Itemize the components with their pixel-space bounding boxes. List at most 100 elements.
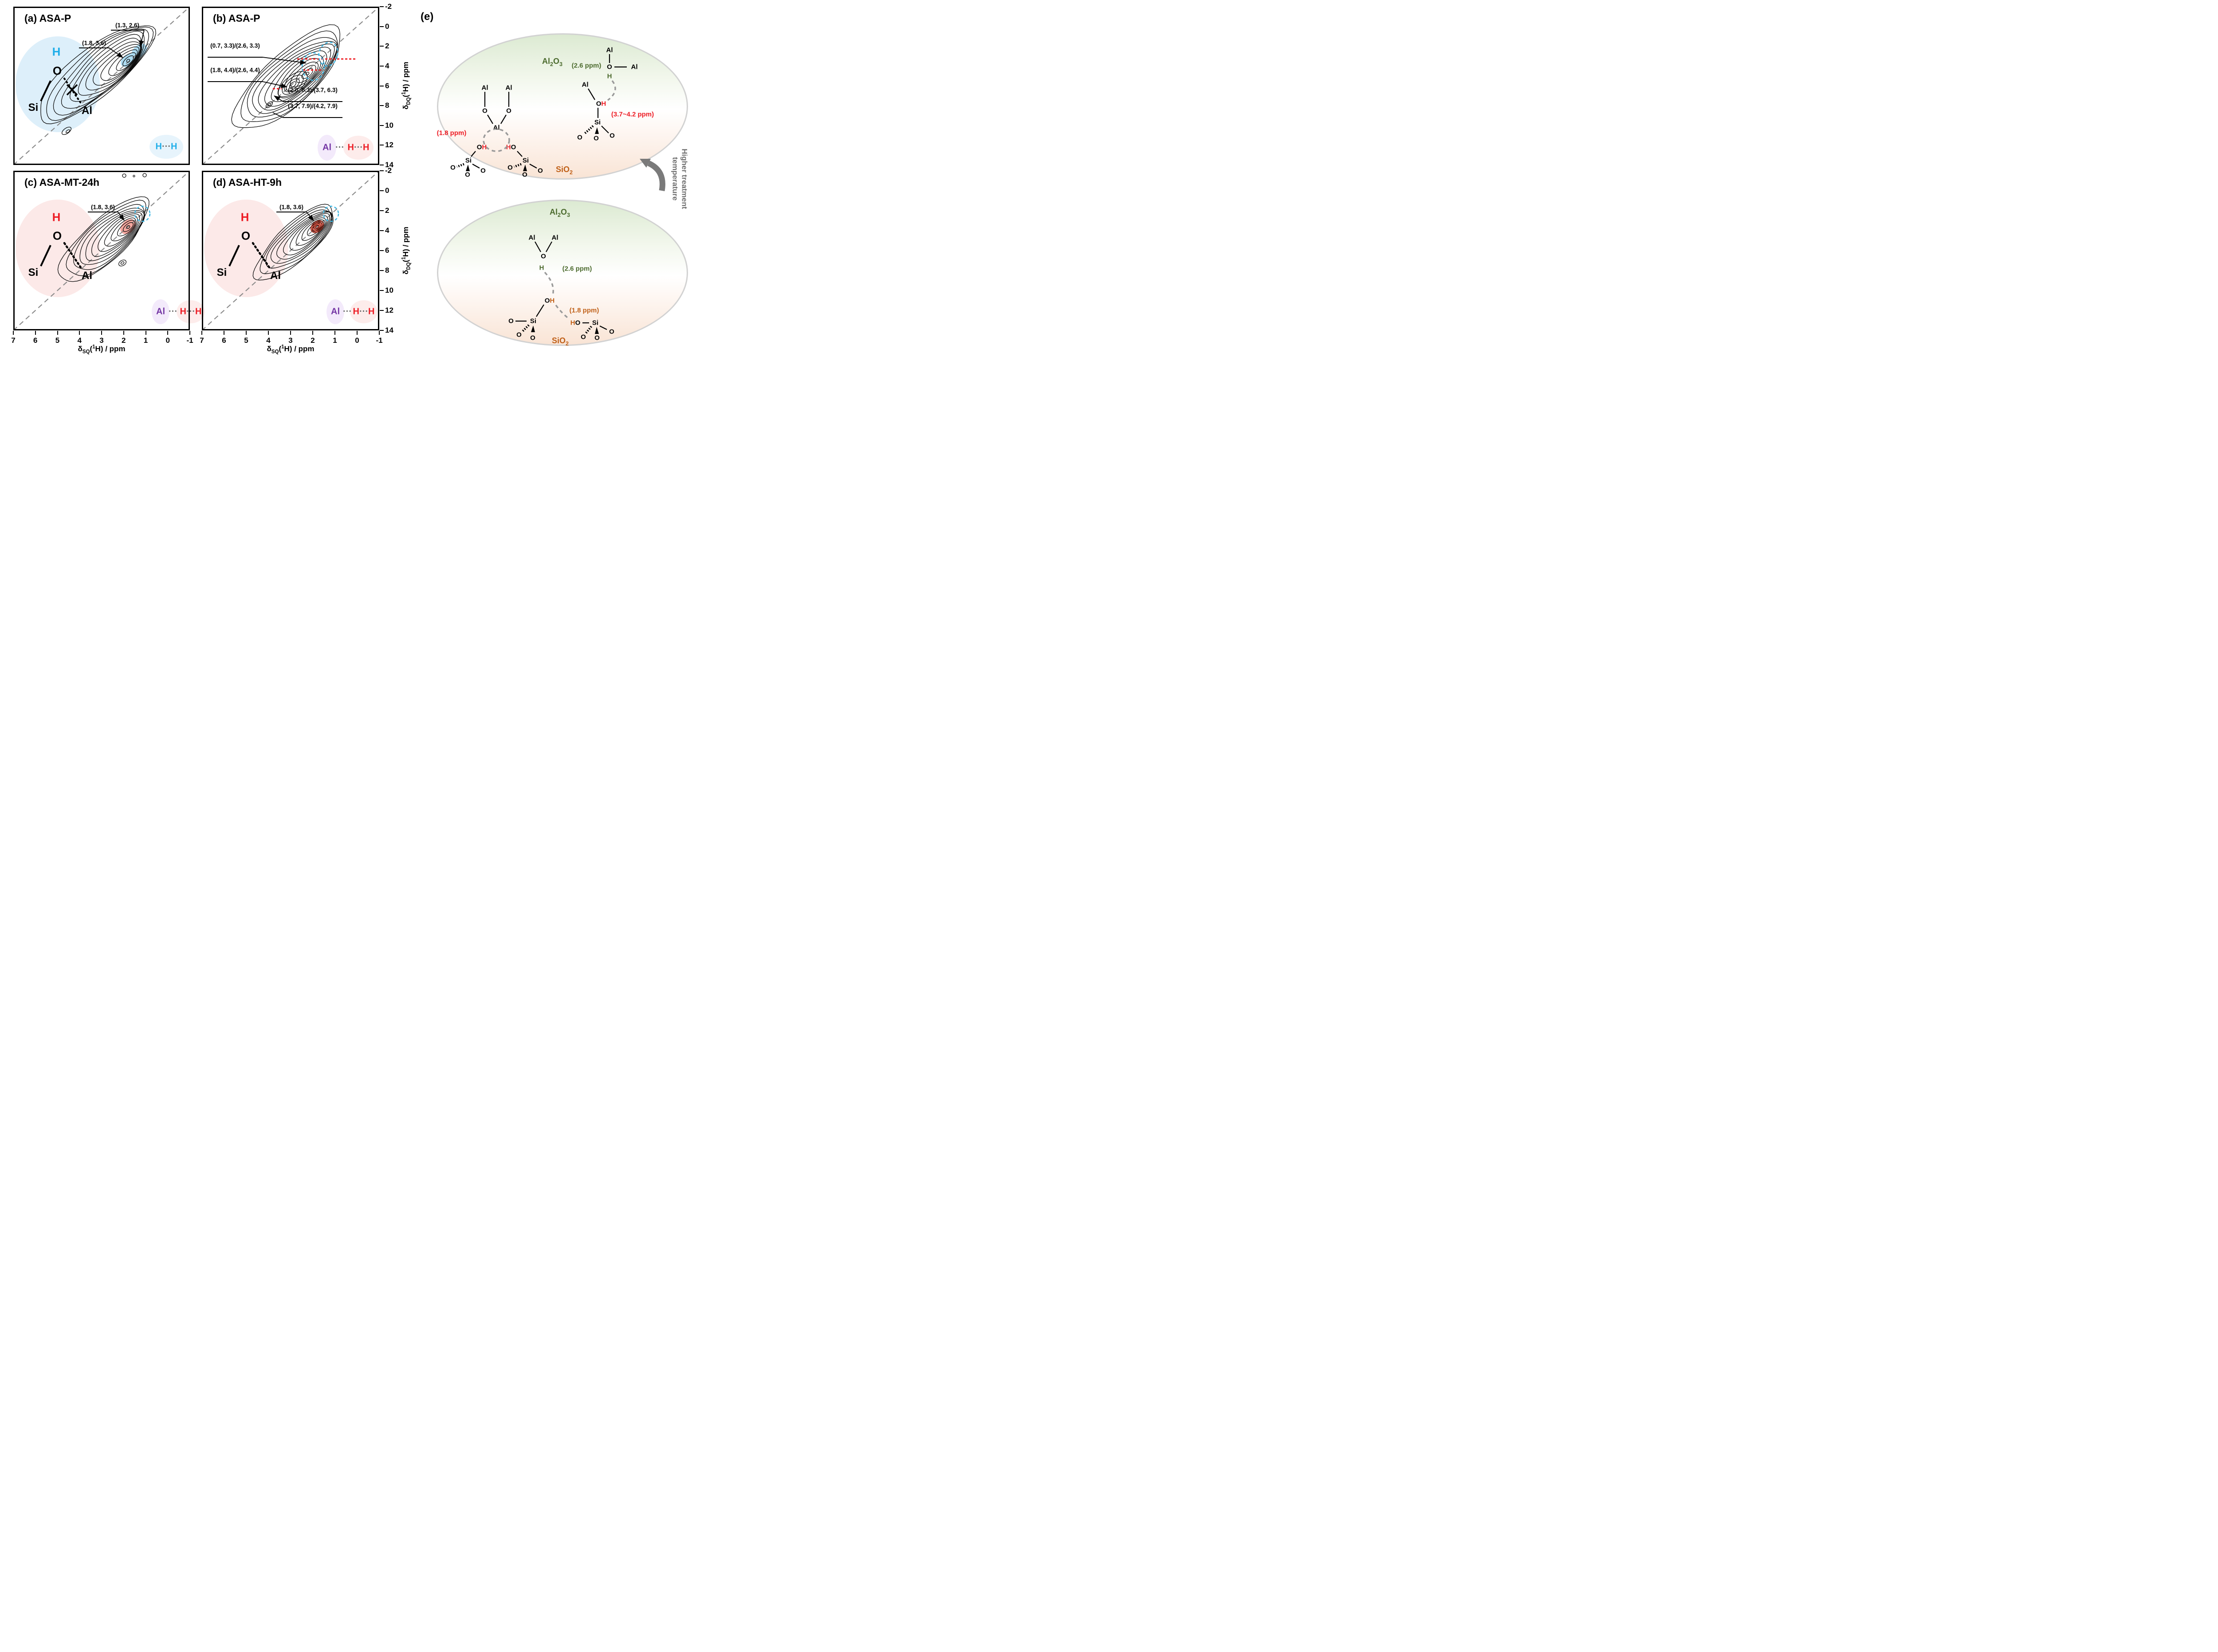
badge-hh-b: H···H xyxy=(347,142,370,153)
y-tick-label: 12 xyxy=(385,141,393,149)
atom-o: O xyxy=(480,167,486,175)
atom-al: Al xyxy=(505,84,512,92)
x-tick-mark xyxy=(79,331,80,335)
nmr-plot-d xyxy=(202,171,379,330)
inset-ellipse-d xyxy=(204,200,288,297)
y-tick-mark xyxy=(380,26,384,27)
atom-o: O xyxy=(450,164,456,172)
atom-o: O xyxy=(581,333,586,341)
y-tick-label: 12 xyxy=(385,306,393,314)
x-tick-label: 0 xyxy=(355,336,359,345)
x-tick-label: 5 xyxy=(55,336,60,345)
x-tick-label: -1 xyxy=(186,336,193,345)
atom-h: H xyxy=(482,143,487,151)
x-tick-label: 0 xyxy=(165,336,170,345)
atom-o: O xyxy=(541,252,546,260)
annotation-b2: (1.8, 4.4)/(2.6, 4.4) xyxy=(210,67,260,74)
label-al2o3-bottom: Al2O3 xyxy=(549,208,570,218)
x-tick-mark xyxy=(379,331,380,335)
atom-al: Al xyxy=(631,63,638,71)
x-tick-label: 4 xyxy=(266,336,271,345)
y-tick-label: 4 xyxy=(385,226,389,235)
y-tick-label: 14 xyxy=(385,326,393,334)
y-tick-label: -2 xyxy=(385,166,392,175)
annotation-b4: (3.7, 7.9)/(4.2, 7.9) xyxy=(288,102,338,110)
x-tick-label: 3 xyxy=(288,336,293,345)
y-tick-mark xyxy=(380,46,384,47)
y-tick-label: 4 xyxy=(385,61,389,70)
x-tick-mark xyxy=(312,331,313,335)
atom-o: O xyxy=(482,107,488,115)
badge-hh-a: H···H xyxy=(155,141,177,152)
panel-e-label: (e) xyxy=(421,11,434,23)
badge-hh-ellipse-d xyxy=(350,300,378,323)
y-tick-label: 2 xyxy=(385,206,389,215)
badge-al-ellipse-c xyxy=(152,299,169,324)
badge-al-ellipse-b xyxy=(318,135,336,161)
inset-d-si: Si xyxy=(216,267,227,279)
ppm-label-1-8-top: (1.8 ppm) xyxy=(437,129,467,137)
figure-root: (a) ASA-P (b) ASA-P (c) ASA-MT-24h (d) A… xyxy=(0,0,696,361)
atom-o: O xyxy=(522,171,527,179)
x-tick-label: 4 xyxy=(77,336,82,345)
y-tick-label: 0 xyxy=(385,22,389,31)
inset-ellipse-c xyxy=(16,200,100,297)
x-tick-label: 6 xyxy=(33,336,38,345)
atom-o: O xyxy=(575,319,581,327)
panel-c-title: (c) ASA-MT-24h xyxy=(24,177,100,188)
x-tick-label: 1 xyxy=(143,336,148,345)
atom-o: O xyxy=(596,100,602,108)
atom-h-green: H xyxy=(539,264,544,272)
atom-o: O xyxy=(577,133,582,141)
atom-o: O xyxy=(610,132,615,140)
x-tick-label: 2 xyxy=(122,336,126,345)
x-tick-label: 6 xyxy=(222,336,226,345)
x-tick-mark xyxy=(201,331,202,335)
y-tick-mark xyxy=(380,190,384,191)
y-tick-label: 14 xyxy=(385,161,393,169)
x-tick-label: -1 xyxy=(376,336,383,345)
y-tick-label: 8 xyxy=(385,101,389,110)
y-tick-label: 10 xyxy=(385,121,393,129)
badge-al-b: Al xyxy=(322,142,331,153)
scheme-ellipse-bottom xyxy=(437,200,688,346)
atom-o: O xyxy=(516,331,522,339)
atom-o: O xyxy=(511,143,516,151)
inset-c-o: O xyxy=(52,229,62,243)
nmr-plot-a xyxy=(13,7,190,165)
scheme-ellipse-top xyxy=(437,33,688,180)
x-tick-mark xyxy=(57,331,58,335)
ppm-label-1-8-bottom: (1.8 ppm) xyxy=(569,306,599,314)
atom-si: Si xyxy=(594,118,601,126)
atom-si: Si xyxy=(522,157,529,165)
badge-al-ellipse-d xyxy=(326,299,344,324)
y-tick-label: 8 xyxy=(385,266,389,275)
x-axis-label-d: δSQ(1H) / ppm xyxy=(267,344,315,355)
inset-c-si: Si xyxy=(28,267,39,279)
y-tick-label: 6 xyxy=(385,246,389,255)
badge-dots-b: ··· xyxy=(335,142,344,153)
annotation-a2: (1.8, 3.6) xyxy=(82,39,106,47)
atom-o: O xyxy=(594,334,600,342)
x-tick-label: 3 xyxy=(99,336,104,345)
x-tick-label: 1 xyxy=(333,336,337,345)
atom-si: Si xyxy=(592,319,599,327)
y-tick-mark xyxy=(380,310,384,311)
atom-al: Al xyxy=(582,81,589,89)
higher-treatment-temperature-label: Higher treatment temperature xyxy=(671,149,689,209)
group-oh: OH xyxy=(545,297,555,305)
atom-h: H xyxy=(601,100,606,108)
panel-d-title: (d) ASA-HT-9h xyxy=(213,177,282,188)
ppm-label-2-6-bottom: (2.6 ppm) xyxy=(562,265,592,273)
group-oh: OH xyxy=(477,144,487,151)
x-axis-label-c: δSQ(1H) / ppm xyxy=(78,344,126,355)
atom-o: O xyxy=(465,171,470,179)
y-tick-mark xyxy=(380,65,384,67)
label-sio2-top: SiO2 xyxy=(555,165,573,176)
atom-al: Al xyxy=(606,46,613,54)
x-tick-mark xyxy=(357,331,358,335)
atom-h: H xyxy=(550,297,555,305)
y-axis-label-b: δDQ(1H) / ppm xyxy=(401,62,412,110)
atom-al: Al xyxy=(493,124,500,132)
atom-o: O xyxy=(609,328,614,336)
